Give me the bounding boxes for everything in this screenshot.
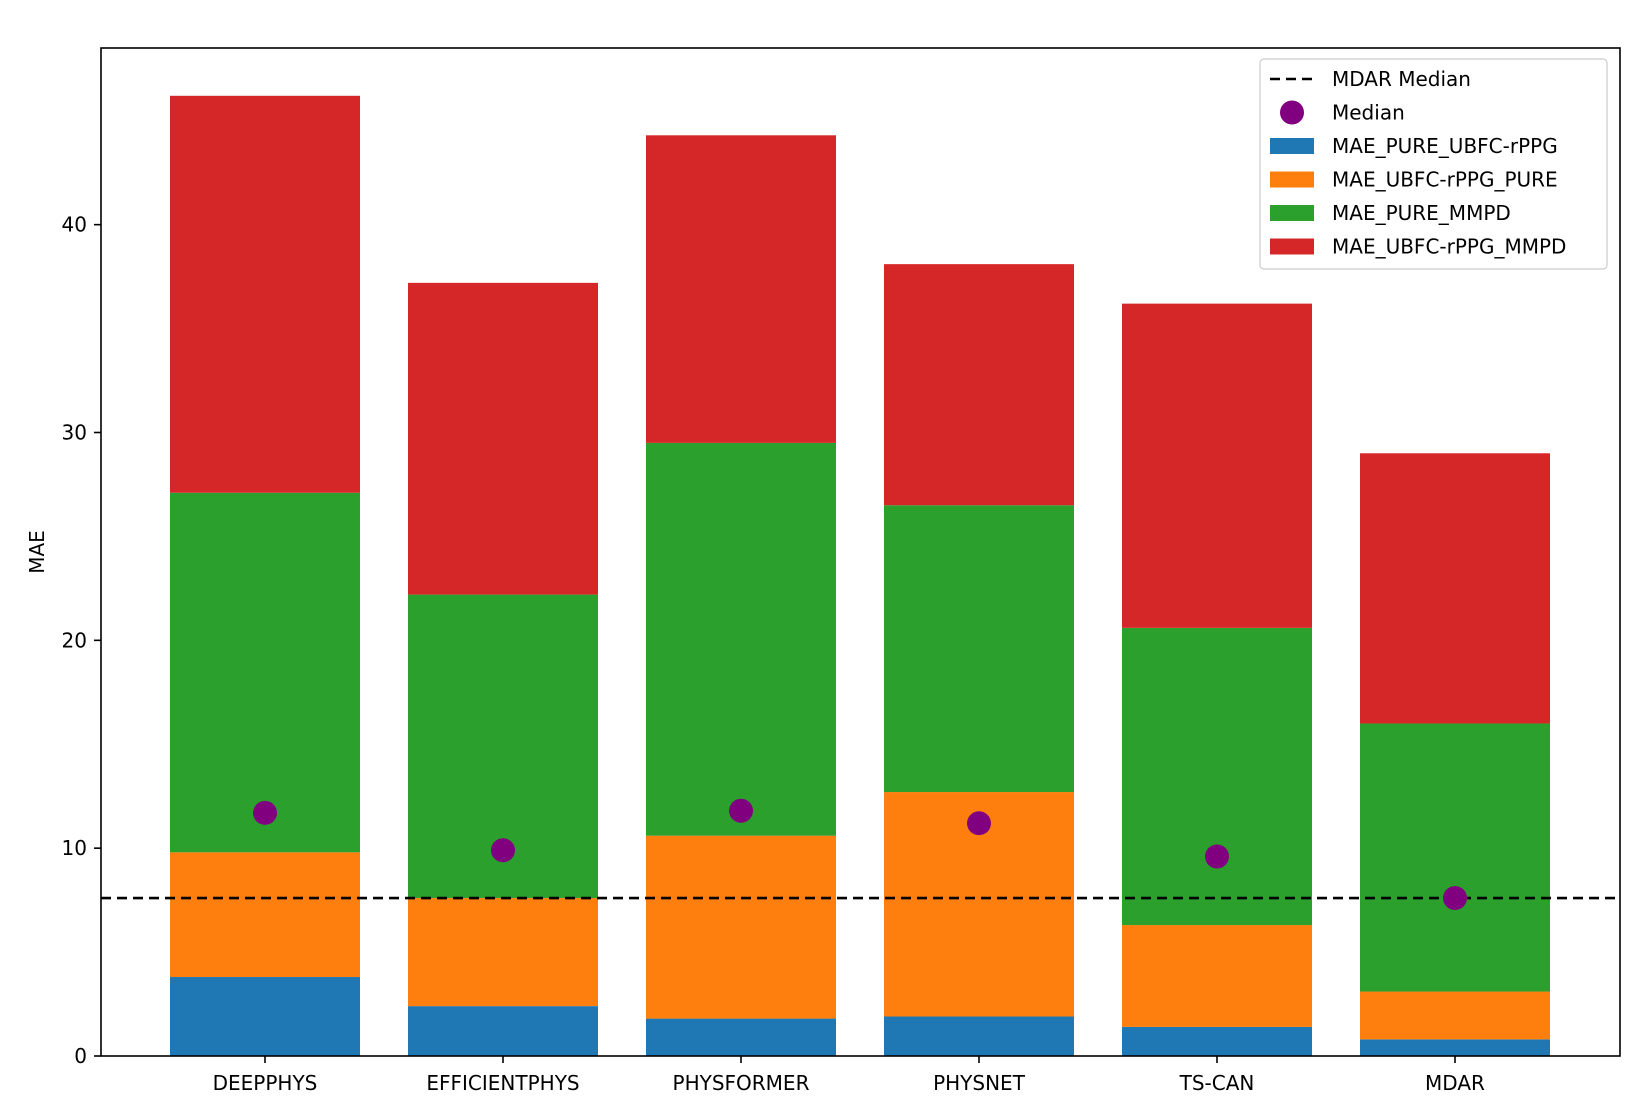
y-tick-label-0: 0 xyxy=(74,1044,87,1068)
x-tick-label-physformer: PHYSFORMER xyxy=(673,1071,810,1095)
bar-efficientphys-mae_ubfc-rppg_mmpd xyxy=(408,282,598,595)
legend-label-mae-pure-mmpd: MAE_PURE_MMPD xyxy=(1332,201,1511,225)
plot-area-frame xyxy=(100,47,1621,1057)
median-point-physnet xyxy=(967,811,991,836)
legend-swatch-mae-pure-mmpd xyxy=(1270,205,1314,221)
bar-physnet-mae_pure_ubfc-rppg xyxy=(884,1016,1074,1056)
median-point-ts-can xyxy=(1205,844,1229,869)
y-tick-label-20: 20 xyxy=(62,628,87,652)
bar-efficientphys-mae_pure_ubfc-rppg xyxy=(408,1006,598,1056)
legend-label-mae-ubfc-rppg-pure: MAE_UBFC-rPPG_PURE xyxy=(1332,168,1558,192)
y-tick-label-30: 30 xyxy=(62,420,87,444)
legend-box xyxy=(1259,58,1608,270)
bar-mdar-mae_pure_mmpd xyxy=(1360,723,1550,992)
median-point-physformer xyxy=(729,798,753,823)
bar-efficientphys-mae_ubfc-rppg_pure xyxy=(408,898,598,1007)
legend-label-mae-ubfc-rppg-mmpd: MAE_UBFC-rPPG_MMPD xyxy=(1332,235,1566,259)
bar-ts-can-mae_ubfc-rppg_pure xyxy=(1122,925,1312,1027)
bar-ts-can-mae_pure_ubfc-rppg xyxy=(1122,1026,1312,1056)
legend-label-mae-pure-ubfc-rppg: MAE_PURE_UBFC-rPPG xyxy=(1332,134,1558,158)
median-point-mdar xyxy=(1443,886,1467,911)
x-tick-label-efficientphys: EFFICIENTPHYS xyxy=(426,1071,579,1095)
y-tick-label-10: 10 xyxy=(62,836,87,860)
legend-swatch-median xyxy=(1280,100,1304,125)
legend-swatch-mae-ubfc-rppg-pure xyxy=(1270,171,1314,188)
bar-deepphys-mae_pure_ubfc-rppg xyxy=(170,977,360,1056)
median-point-deepphys xyxy=(253,800,277,825)
bar-physformer-mae_pure_mmpd xyxy=(646,442,836,836)
bar-mdar-mae_pure_ubfc-rppg xyxy=(1360,1039,1550,1056)
median-point-efficientphys xyxy=(491,838,515,863)
legend-label-median: Median xyxy=(1332,101,1405,125)
bar-physformer-mae_pure_ubfc-rppg xyxy=(646,1018,836,1056)
y-axis: 0 10 20 30 40 xyxy=(62,213,101,1068)
x-tick-label-ts-can: TS-CAN xyxy=(1179,1071,1255,1095)
bar-mdar-mae_ubfc-rppg_pure xyxy=(1360,991,1550,1040)
bar-ts-can-mae_ubfc-rppg_mmpd xyxy=(1122,303,1312,628)
bar-physnet-mae_ubfc-rppg_mmpd xyxy=(884,264,1074,506)
bars-layer xyxy=(170,95,1550,1056)
x-tick-label-physnet: PHYSNET xyxy=(933,1071,1026,1095)
x-tick-label-mdar: MDAR xyxy=(1425,1071,1485,1095)
legend-label-mdar-median: MDAR Median xyxy=(1332,67,1471,91)
median-points-layer xyxy=(253,798,1467,911)
x-tick-label-deepphys: DEEPPHYS xyxy=(213,1071,318,1095)
legend-swatch-mae-ubfc-rppg-mmpd xyxy=(1270,238,1314,255)
legend-swatch-mae-pure-ubfc-rppg xyxy=(1270,138,1314,154)
bar-physnet-mae_pure_mmpd xyxy=(884,505,1074,793)
legend: MDAR Median Median MAE_PURE_UBFC-rPPG MAE_U… xyxy=(1259,58,1608,270)
bar-ts-can-mae_pure_mmpd xyxy=(1122,627,1312,926)
bar-deepphys-mae_pure_mmpd xyxy=(170,492,360,853)
y-axis-label: MAE xyxy=(25,530,49,574)
bar-physformer-mae_ubfc-rppg_mmpd xyxy=(646,135,836,443)
x-axis: DEEPPHYS EFFICIENTPHYS PHYSFORMER PHYSNET TS… xyxy=(213,1056,1485,1095)
bar-physformer-mae_ubfc-rppg_pure xyxy=(646,835,836,1019)
bar-deepphys-mae_ubfc-rppg_mmpd xyxy=(170,95,360,493)
y-tick-label-40: 40 xyxy=(62,213,87,237)
bar-mdar-mae_ubfc-rppg_mmpd xyxy=(1360,453,1550,724)
bar-deepphys-mae_ubfc-rppg_pure xyxy=(170,852,360,978)
